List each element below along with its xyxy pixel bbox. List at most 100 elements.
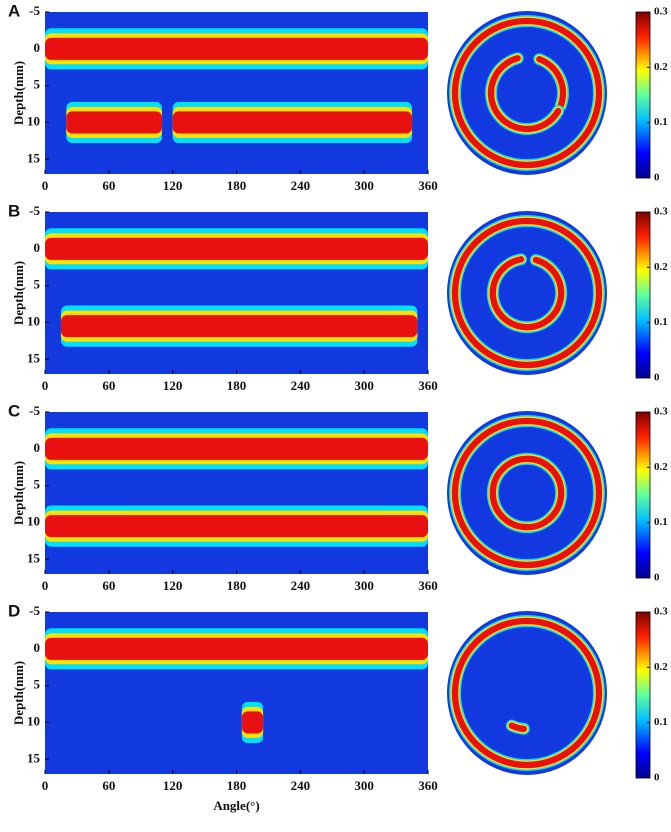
polar-background (447, 611, 607, 775)
x-tick-label: 360 (418, 778, 438, 793)
x-tick-label: 300 (354, 178, 374, 193)
y-tick-label: 0 (34, 240, 41, 255)
y-tick-label: 15 (27, 750, 41, 765)
colorbar-tick-label: 0.1 (654, 116, 668, 128)
band (172, 111, 413, 134)
x-tick-label: 60 (102, 378, 115, 393)
ring (451, 17, 603, 169)
panel-label: B (8, 201, 20, 220)
y-axis-label: Depth(mm) (11, 461, 26, 525)
ring (489, 256, 565, 331)
y-tick-label: -5 (29, 3, 40, 18)
ring (451, 617, 603, 769)
y-tick-label: 10 (27, 513, 40, 528)
x-tick-label: 180 (227, 178, 247, 193)
colorbar-tick-label: 0 (654, 372, 660, 384)
x-tick-label: 300 (354, 378, 374, 393)
band (45, 237, 428, 260)
polar-background (447, 411, 607, 575)
x-tick-label: 120 (163, 378, 183, 393)
ring (487, 55, 562, 133)
y-tick-label: 5 (34, 77, 41, 92)
y-tick-label: 5 (34, 277, 41, 292)
x-tick-label: 180 (227, 578, 247, 593)
colorbar-tick-label: 0.2 (654, 461, 668, 473)
x-tick-label: 0 (42, 578, 49, 593)
colorbar-tick-label: 0 (654, 172, 660, 184)
x-tick-label: 300 (354, 578, 374, 593)
ring (536, 56, 567, 109)
x-tick-label: 60 (102, 778, 115, 793)
x-tick-label: 240 (291, 178, 311, 193)
x-tick-label: 120 (163, 178, 183, 193)
x-tick-label: 360 (418, 378, 438, 393)
colorbar (635, 411, 651, 579)
y-tick-label: 5 (34, 477, 41, 492)
y-tick-label: 0 (34, 40, 41, 55)
x-tick-label: 120 (163, 778, 183, 793)
band (45, 515, 428, 538)
colorbar-tick-label: 0.2 (654, 61, 668, 73)
x-tick-label: 240 (291, 578, 311, 593)
y-axis-label: Depth(mm) (11, 661, 26, 725)
y-tick-label: 15 (27, 550, 41, 565)
y-tick-label: 10 (27, 313, 40, 328)
band (45, 637, 428, 660)
panel-label: D (8, 601, 20, 620)
colorbar-tick-label: 0.3 (654, 606, 668, 618)
x-tick-label: 0 (42, 778, 49, 793)
x-tick-label: 240 (291, 378, 311, 393)
colorbar-tick-label: 0.2 (654, 661, 668, 673)
colorbar-tick-label: 0.3 (654, 406, 668, 418)
y-tick-label: 15 (27, 350, 41, 365)
colorbar (635, 611, 651, 779)
colorbar (635, 211, 651, 379)
band (45, 37, 428, 60)
x-tick-label: 120 (163, 578, 183, 593)
colorbar-tick-label: 0 (654, 772, 660, 784)
y-tick-label: -5 (29, 403, 40, 418)
x-tick-label: 180 (227, 378, 247, 393)
panel-label: C (8, 401, 20, 420)
band (60, 315, 418, 338)
y-tick-label: 0 (34, 640, 41, 655)
colorbar-tick-label: 0.2 (654, 261, 668, 273)
y-tick-label: 10 (27, 713, 40, 728)
x-tick-label: 180 (227, 778, 247, 793)
colorbar-tick-label: 0.1 (654, 516, 668, 528)
colorbar (635, 11, 651, 179)
x-tick-label: 60 (102, 178, 115, 193)
ring (451, 217, 603, 369)
x-tick-label: 360 (418, 178, 438, 193)
colorbar-tick-label: 0.3 (654, 206, 668, 218)
x-tick-label: 0 (42, 378, 49, 393)
ring (451, 417, 603, 569)
y-tick-label: 10 (27, 113, 40, 128)
band (45, 437, 428, 460)
x-tick-label: 240 (291, 778, 311, 793)
colorbar-tick-label: 0.3 (654, 6, 668, 18)
y-tick-label: 0 (34, 440, 41, 455)
y-axis-label: Depth(mm) (11, 261, 26, 325)
band (66, 111, 163, 134)
y-tick-label: -5 (29, 203, 40, 218)
x-tick-label: 60 (102, 578, 115, 593)
x-axis-label: Angle(°) (213, 798, 259, 813)
x-tick-label: 0 (42, 178, 49, 193)
polar-background (447, 11, 607, 175)
y-tick-label: 5 (34, 677, 41, 692)
polar-background (447, 211, 607, 375)
ring (489, 455, 565, 531)
x-tick-label: 360 (418, 578, 438, 593)
x-tick-label: 300 (354, 778, 374, 793)
colorbar-tick-label: 0.1 (654, 716, 668, 728)
colorbar-tick-label: 0.1 (654, 316, 668, 328)
y-tick-label: -5 (29, 603, 40, 618)
panel-label: A (8, 1, 20, 20)
ring (508, 722, 528, 733)
y-tick-label: 15 (27, 150, 41, 165)
y-axis-label: Depth(mm) (11, 61, 26, 125)
band (241, 711, 264, 734)
colorbar-tick-label: 0 (654, 572, 660, 584)
